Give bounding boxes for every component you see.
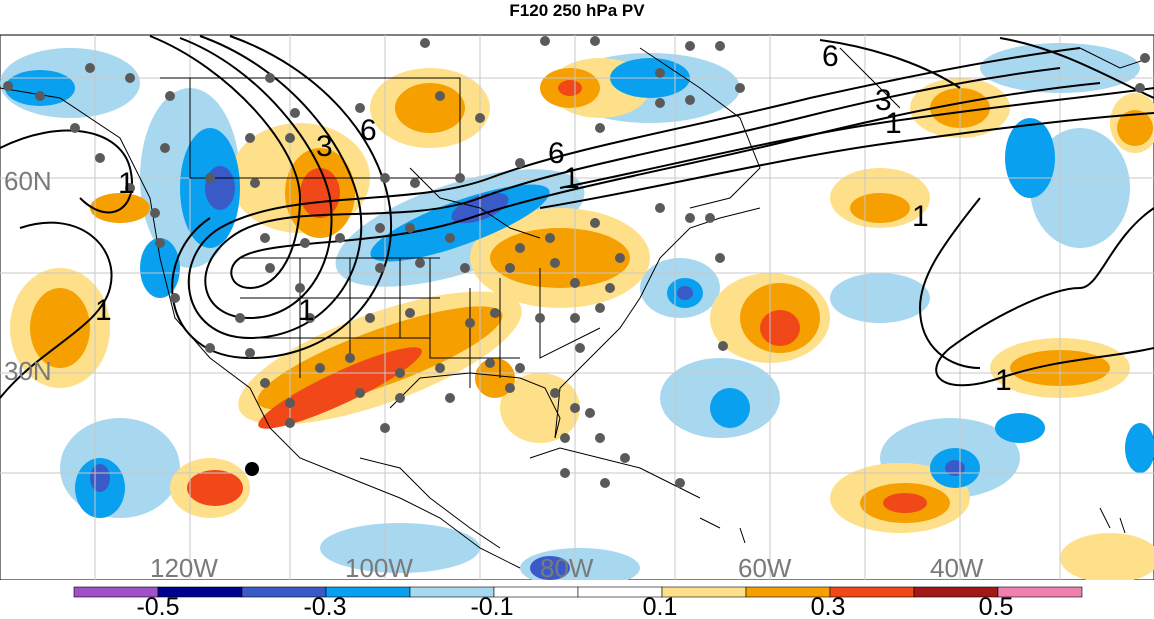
legend-tick-label: -0.3 bbox=[303, 593, 346, 619]
contour-label: 1 bbox=[885, 107, 902, 140]
contour-label: 1 bbox=[118, 167, 135, 200]
lon-label-80w: 80W bbox=[540, 553, 594, 580]
legend-tick-label: -0.5 bbox=[136, 593, 179, 619]
lon-label-120w: 120W bbox=[150, 553, 218, 580]
selected-point-marker bbox=[245, 462, 259, 476]
contour-label: 1 bbox=[995, 364, 1012, 397]
pv-contours bbox=[0, 35, 1154, 399]
contour-label: 3 bbox=[875, 84, 892, 117]
contour-label: 6 bbox=[548, 137, 565, 170]
contour-label: 1 bbox=[298, 294, 315, 327]
legend-color-boxes bbox=[73, 586, 1083, 598]
lon-label-60w: 60W bbox=[738, 553, 792, 580]
contour-label: 6 bbox=[822, 40, 839, 73]
color-legend: -0.5 -0.3 -0.1 0.1 0.3 0.5 bbox=[73, 586, 1083, 619]
contour-label: 1 bbox=[563, 162, 580, 195]
legend-tick-label: 0.1 bbox=[643, 593, 678, 619]
contour-label: 6 bbox=[360, 114, 377, 147]
map-title: F120 250 hPa PV bbox=[509, 1, 645, 20]
contour-label: 3 bbox=[316, 130, 333, 163]
lat-label-60n: 60N bbox=[4, 166, 52, 196]
legend-tick-label: 0.3 bbox=[811, 593, 846, 619]
legend-color-box bbox=[997, 586, 1083, 598]
legend-tick-label: -0.1 bbox=[470, 593, 513, 619]
contour-label: 1 bbox=[912, 200, 929, 233]
station-dots bbox=[3, 36, 1150, 488]
lon-label-100w: 100W bbox=[345, 553, 413, 580]
legend-tick-label: 0.5 bbox=[979, 593, 1014, 619]
pv-map: 60N 30N 120W 100W 80W 60W 40W 6 6 6 3 1 … bbox=[0, 34, 1154, 580]
lat-label-30n: 30N bbox=[4, 356, 52, 386]
contour-label: 1 bbox=[95, 294, 112, 327]
lon-label-40w: 40W bbox=[930, 553, 984, 580]
coastlines bbox=[0, 47, 1151, 569]
